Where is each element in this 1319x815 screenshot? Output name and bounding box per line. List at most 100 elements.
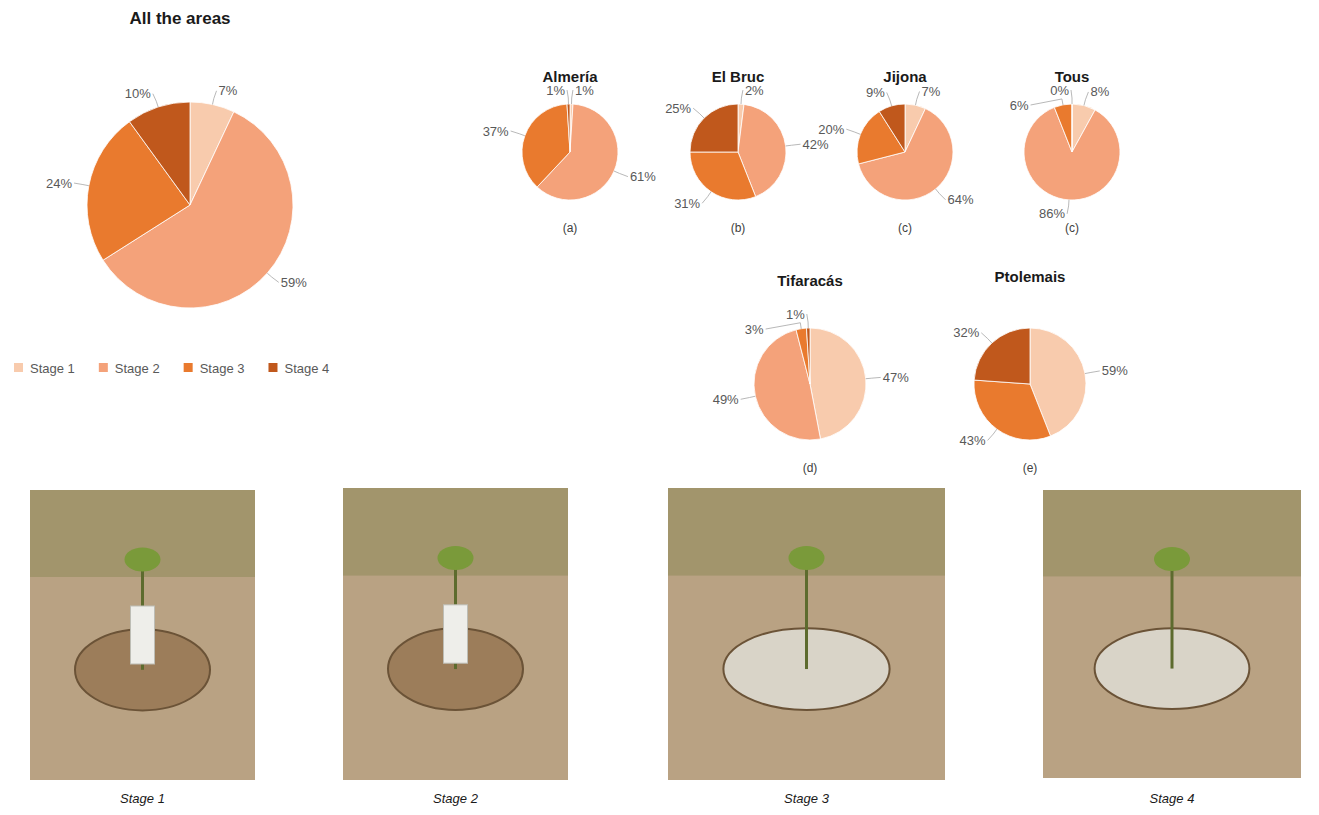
slices bbox=[857, 104, 953, 200]
data-label: 64% bbox=[948, 192, 974, 207]
data-label: 86% bbox=[1039, 206, 1065, 221]
pie-slice bbox=[810, 328, 866, 439]
pie-slice bbox=[974, 328, 1030, 384]
data-label: 32% bbox=[953, 325, 979, 340]
leader-line bbox=[567, 90, 568, 104]
slices bbox=[522, 104, 618, 200]
panel-subtitle: (b) bbox=[731, 221, 746, 235]
chart-title: Ptolemais bbox=[995, 268, 1066, 285]
data-label: 7% bbox=[219, 83, 238, 98]
leader-line bbox=[988, 429, 997, 440]
data-labels: 59% 43% 32% bbox=[953, 325, 1128, 448]
data-label: 42% bbox=[803, 137, 829, 152]
data-label: 47% bbox=[883, 370, 909, 385]
data-label: 20% bbox=[818, 122, 844, 137]
data-label: 10% bbox=[125, 86, 151, 101]
leader-line bbox=[887, 92, 892, 105]
legend-label: Stage 1 bbox=[30, 361, 75, 376]
pie-slice bbox=[796, 328, 810, 384]
photo-grass bbox=[343, 488, 568, 576]
pie-chart: 8%86%6%0% bbox=[1010, 83, 1120, 222]
chart-title: Tifaracás bbox=[777, 272, 843, 289]
photo-ground bbox=[668, 488, 945, 780]
panel-subtitle: (c) bbox=[1065, 221, 1079, 235]
panel-subtitle: (d) bbox=[803, 461, 818, 475]
leader-line bbox=[766, 323, 802, 329]
leader-line bbox=[511, 131, 525, 136]
leader-line bbox=[212, 91, 216, 105]
photo-leaves bbox=[438, 546, 474, 570]
photo-grass bbox=[668, 488, 945, 576]
leader-line bbox=[846, 129, 860, 134]
slices bbox=[974, 328, 1086, 440]
data-label: 24% bbox=[46, 176, 72, 191]
pie-slice bbox=[974, 380, 1051, 440]
data-label: 25% bbox=[665, 101, 691, 116]
data-label: 7% bbox=[922, 84, 941, 99]
leader-line bbox=[153, 94, 158, 107]
panel-subtitle: (a) bbox=[563, 221, 578, 235]
pie-chart: 2%42%31%25% bbox=[665, 83, 829, 211]
photo-shelter bbox=[444, 605, 468, 663]
data-label: 3% bbox=[745, 322, 764, 337]
slices bbox=[754, 328, 866, 440]
leader-line bbox=[981, 333, 992, 343]
figure: 7% 59% 24% 10% All the areas Stage 1 Stage 2 St… bbox=[0, 0, 1319, 815]
data-label: 1% bbox=[786, 307, 805, 322]
pie-slice bbox=[879, 104, 905, 152]
leader-line bbox=[267, 273, 279, 282]
chart-title: Tous bbox=[1055, 68, 1090, 85]
leader-line bbox=[693, 108, 704, 118]
data-label: 37% bbox=[483, 123, 509, 138]
legend-item: Stage 3 bbox=[184, 361, 245, 376]
photo-stem bbox=[805, 567, 808, 669]
slices bbox=[87, 102, 293, 308]
data-labels: 47%49%3%1% bbox=[713, 307, 909, 407]
data-label: 59% bbox=[1102, 363, 1128, 378]
photo-grass bbox=[1043, 490, 1301, 576]
pie-slice bbox=[690, 104, 738, 152]
photo-caption: Stage 4 bbox=[1150, 791, 1195, 806]
data-labels: 1%61%37%1% bbox=[483, 83, 657, 185]
legend-item: Stage 4 bbox=[268, 361, 329, 376]
data-label: 43% bbox=[960, 433, 986, 448]
legend-swatch bbox=[99, 363, 108, 372]
legend-label: Stage 3 bbox=[200, 361, 245, 376]
photo-leaves bbox=[789, 546, 825, 570]
leader-line bbox=[1071, 90, 1072, 104]
leader-line bbox=[866, 377, 881, 378]
pie-slice bbox=[522, 104, 570, 187]
photo bbox=[30, 490, 255, 780]
photo-caption: Stage 3 bbox=[784, 791, 830, 806]
photo-caption: Stage 1 bbox=[120, 791, 165, 806]
leader-line bbox=[915, 91, 919, 105]
slices bbox=[1024, 104, 1120, 200]
photo-shelter bbox=[131, 606, 155, 664]
photo-ground bbox=[30, 490, 255, 780]
leader-line bbox=[1085, 371, 1100, 374]
leader-line bbox=[786, 144, 801, 146]
pie-slice bbox=[1072, 104, 1073, 152]
photo-grass bbox=[30, 490, 255, 577]
pie-chart: 7% 64% 20% 9% bbox=[818, 84, 974, 207]
legend-swatch bbox=[184, 363, 193, 372]
photo-ground bbox=[1043, 490, 1301, 778]
data-labels: 8%86%6%0% bbox=[1010, 83, 1110, 222]
slices bbox=[690, 104, 786, 200]
photo bbox=[668, 488, 945, 780]
legend-label: Stage 2 bbox=[115, 361, 160, 376]
legend-item: Stage 1 bbox=[14, 361, 75, 376]
leader-line bbox=[572, 90, 573, 104]
leader-line bbox=[741, 396, 756, 399]
legend-label: Stage 4 bbox=[284, 361, 329, 376]
legend-item: Stage 2 bbox=[99, 361, 160, 376]
legend-swatch bbox=[268, 363, 277, 372]
photo-leaves bbox=[125, 548, 161, 572]
leader-line bbox=[702, 192, 711, 204]
data-label: 9% bbox=[866, 85, 885, 100]
chart-title: All the areas bbox=[129, 9, 230, 28]
pie-chart: 59% 43% 32% bbox=[953, 325, 1128, 448]
pie-chart: 47%49%3%1% bbox=[713, 307, 909, 440]
data-label: 61% bbox=[630, 169, 656, 184]
pie-slice bbox=[567, 104, 570, 152]
